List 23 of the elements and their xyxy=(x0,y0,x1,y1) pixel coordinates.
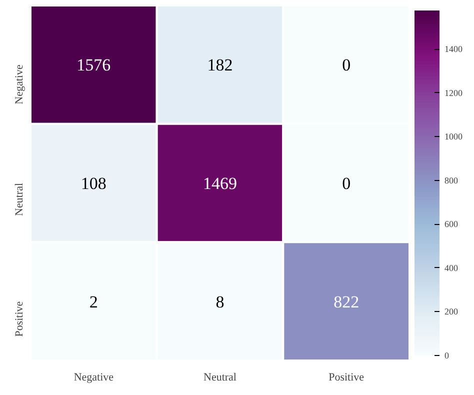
y-tick-label: Neutral xyxy=(14,183,26,216)
color-bar-label: 0 xyxy=(444,350,450,360)
color-bar-label: 200 xyxy=(444,306,458,317)
color-bar-label: 600 xyxy=(444,219,458,230)
data-label: 182 xyxy=(207,56,233,75)
data-label: 0 xyxy=(342,56,351,75)
data-label: 0 xyxy=(342,174,351,193)
color-bar-label: 800 xyxy=(444,175,458,186)
x-tick-label: Negative xyxy=(74,372,114,384)
data-label: 108 xyxy=(80,174,106,193)
color-bar-label: 1200 xyxy=(444,88,463,98)
y-tick-label: Positive xyxy=(14,301,26,337)
data-label: 8 xyxy=(216,292,224,312)
data-label: 1576 xyxy=(76,56,111,75)
x-tick-label: Neutral xyxy=(204,372,236,384)
data-label: 1469 xyxy=(203,174,237,193)
color-bar-label: 1400 xyxy=(444,44,463,54)
data-label: 2 xyxy=(89,292,98,312)
y-tick-label: Negative xyxy=(14,64,26,104)
color-bar-label: 1000 xyxy=(444,132,463,142)
x-tick-label: Positive xyxy=(328,372,364,384)
color-bar-label: 400 xyxy=(444,262,458,273)
data-label: 822 xyxy=(334,292,360,312)
